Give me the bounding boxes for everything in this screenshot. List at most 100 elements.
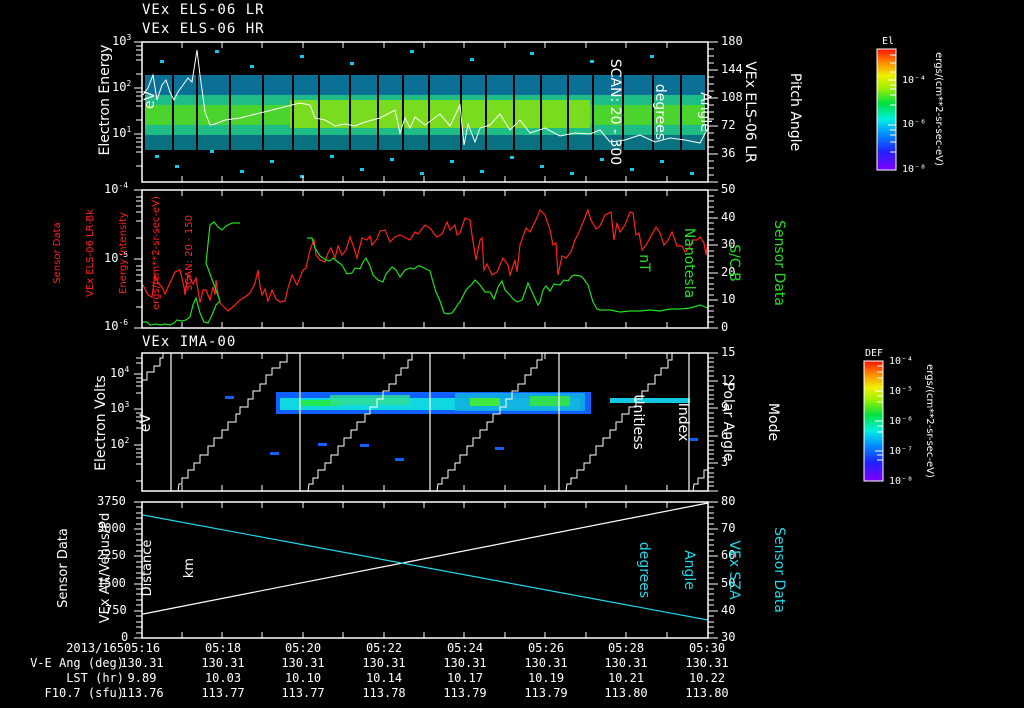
footer-ve-ang: 130.31	[201, 656, 245, 670]
els-left-label-line1: Electron Energy	[97, 44, 113, 156]
footer-f107: 113.76	[120, 686, 164, 700]
ima-colorbar-units: ergs/(cm**2-sr-sec-eV)	[924, 364, 935, 478]
els-left-label: Electron Energy eV	[68, 30, 173, 170]
footer-f107: 113.79	[443, 686, 487, 700]
ima-left-label-line2: eV	[138, 413, 154, 433]
ima-colorbar-tick-1: 10⁻⁵	[889, 386, 914, 397]
footer-lst: 10.03	[204, 671, 242, 685]
footer-f107: 113.77	[201, 686, 245, 700]
footer-f107: 113.78	[362, 686, 406, 700]
footer-time: 05:30	[688, 641, 726, 655]
orbit-ytick-0: 0	[121, 630, 129, 644]
ima-colorbar-tick-4: 10⁻⁸	[889, 476, 914, 487]
els-y2tick-180: 180	[721, 34, 743, 48]
ima-ytick-1e2: 102	[110, 436, 130, 451]
ima-title: VEx IMA-00	[142, 334, 237, 350]
orbit-ytick-2250: 2250	[97, 548, 126, 562]
orbit-right-label-line1: Sensor Data	[771, 527, 787, 613]
els-y2tick-144: 144	[721, 62, 743, 76]
footer-f107: 113.80	[685, 686, 729, 700]
els-right-minor-ticks	[708, 48, 714, 176]
footer-lst: 10.14	[365, 671, 403, 685]
orbit-y2tick-60: 60	[721, 548, 736, 562]
mag-right-label-line3: Nanotesla	[681, 227, 697, 299]
mag-y2tick-10: 10	[721, 292, 736, 306]
orbit-left-label-line2: VEx Alt/Venus/Pd	[98, 512, 113, 624]
els-right-label-line1: Pitch Angle	[787, 72, 803, 152]
els-right-label: Pitch Angle VEx ELS-06 LR Angle degrees …	[592, 42, 832, 182]
orbit-left-label-line1: Sensor Data	[56, 528, 71, 608]
mag-right-label-line1: Sensor Data	[771, 220, 787, 306]
els-colorbar-tick-1: 10⁻⁶	[902, 119, 927, 130]
orbit-right-label-line4: degrees	[636, 541, 652, 599]
els-title-lr: VEx ELS-06 LR	[142, 2, 265, 18]
orbit-ytick-1500: 1500	[97, 576, 126, 590]
footer-time: 05:24	[446, 641, 484, 655]
orbit-y2tick-30: 30	[721, 630, 736, 644]
els-left-label-line2: eV	[142, 90, 158, 110]
mag-left-label-line3: Energy Intensity	[118, 212, 129, 294]
orbit-line-panel	[134, 501, 718, 639]
footer-header-ve-ang: V-E Ang (deg)	[30, 656, 124, 670]
els-title-hr: VEx ELS-06 HR	[142, 21, 265, 37]
footer-f107: 113.79	[524, 686, 568, 700]
mag-left-label-line2: VEx ELS-06 LR-Bk	[85, 208, 96, 298]
mag-left-label: Sensor Data VEx ELS-06 LR-Bk Energy Inte…	[30, 188, 206, 318]
els-colorbar-title: El	[882, 36, 895, 47]
orbit-y2tick-50: 50	[721, 576, 736, 590]
els-ytick-1e2: 102	[112, 79, 132, 94]
ima-right-label-line3: Index	[675, 402, 691, 442]
els-ytick-1e3: 103	[112, 33, 132, 48]
els-right-label-line2: VEx ELS-06 LR	[742, 61, 758, 163]
ima-right-label: Mode Polar Angle Index Unitless	[615, 372, 810, 472]
orbit-y2tick-80: 80	[721, 494, 736, 508]
footer-ve-ang: 130.31	[685, 656, 729, 670]
footer-ve-ang: 130.31	[443, 656, 487, 670]
footer-lst: 10.17	[446, 671, 484, 685]
mag-y2tick-30: 30	[721, 237, 736, 251]
ima-spectrogram-panel	[134, 352, 718, 492]
footer-time: 05:22	[365, 641, 403, 655]
footer-time: 05:26	[527, 641, 565, 655]
ima-y2tick-9: 9	[721, 400, 729, 414]
ima-colorbar-tick-2: 10⁻⁶	[889, 416, 914, 427]
footer-lst: 9.89	[127, 671, 157, 685]
footer-ve-ang: 130.31	[524, 656, 568, 670]
footer-lst: 10.19	[527, 671, 565, 685]
footer-lst: 10.21	[607, 671, 645, 685]
footer-ve-ang: 130.31	[604, 656, 648, 670]
els-right-label-line3: Angle	[697, 92, 713, 132]
footer-lst: 10.22	[688, 671, 726, 685]
els-colorbar-tick-0: 10⁻⁴	[902, 75, 927, 86]
ima-right-label-line2: Polar Angle	[720, 382, 736, 462]
footer-header-lst: LST (hr)	[66, 671, 124, 685]
footer-f107: 113.77	[281, 686, 325, 700]
mag-line-panel	[134, 189, 718, 329]
footer-time: 05:20	[284, 641, 322, 655]
orbit-left-label-line4: km	[182, 557, 197, 579]
footer-time: 05:28	[607, 641, 645, 655]
ima-left-label: Electron Volts eV	[64, 368, 169, 478]
els-y2tick-36: 36	[721, 146, 736, 160]
mag-right-label-line2: S/C B	[726, 244, 742, 282]
els-y2tick-108: 108	[721, 90, 743, 104]
mag-y2tick-0: 0	[721, 320, 729, 334]
footer-f107: 113.80	[604, 686, 648, 700]
orbit-left-label-line3: Distance	[140, 539, 155, 597]
mag-ytick-1e-4: 10-4	[104, 181, 129, 196]
els-y2tick-72: 72	[721, 118, 736, 132]
orbit-right-label-line2: VEx SZA	[726, 540, 742, 600]
mag-y2tick-50: 50	[721, 182, 736, 196]
ima-colorbar	[863, 360, 884, 482]
ima-colorbar-tick-0: 10⁻⁴	[889, 356, 914, 367]
orbit-ytick-750: 750	[105, 603, 127, 617]
els-colorbar	[876, 48, 897, 171]
mag-y2tick-40: 40	[721, 210, 736, 224]
footer-ve-ang: 130.31	[281, 656, 325, 670]
orbit-right-label-line3: Angle	[681, 550, 697, 590]
footer-time: 05:18	[204, 641, 242, 655]
ima-colorbar-tick-3: 10⁻⁷	[889, 446, 914, 457]
mag-right-label: Sensor Data S/C B Nanotesla nT	[621, 208, 816, 318]
orbit-ytick-3750: 3750	[97, 494, 126, 508]
mag-ytick-1e-5: 10-5	[104, 250, 129, 265]
